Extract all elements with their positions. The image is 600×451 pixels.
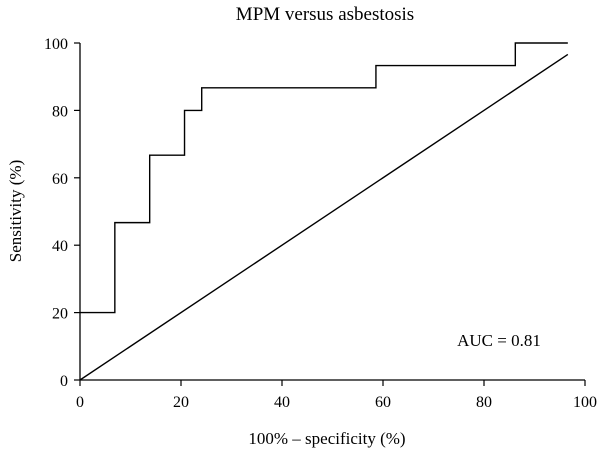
x-tick-label: 60 — [375, 394, 391, 411]
series — [79, 42, 569, 381]
chart-title: MPM versus asbestosis — [236, 4, 414, 25]
y-tick-label: 0 — [60, 373, 68, 390]
x-tick-label: 20 — [173, 394, 189, 411]
roc-curve — [80, 42, 568, 314]
reference-diagonal — [79, 53, 569, 381]
ticks: 0 20 40 60 80 100 0 20 40 60 80 100 — [44, 36, 597, 411]
y-tick-label: 40 — [52, 238, 68, 255]
y-tick-label: 20 — [52, 306, 68, 323]
x-tick-label: 0 — [76, 394, 84, 411]
y-axis-label: Sensitivity (%) — [6, 160, 25, 262]
y-tick-label: 80 — [52, 103, 68, 120]
x-tick-label: 80 — [476, 394, 492, 411]
x-tick-label: 100 — [573, 394, 597, 411]
x-axis-label: 100% – specificity (%) — [248, 429, 405, 448]
axes — [79, 43, 585, 381]
x-tick-label: 40 — [274, 394, 290, 411]
y-tick-label: 100 — [44, 36, 68, 53]
y-tick-label: 60 — [52, 171, 68, 188]
auc-annotation: AUC = 0.81 — [457, 331, 541, 350]
